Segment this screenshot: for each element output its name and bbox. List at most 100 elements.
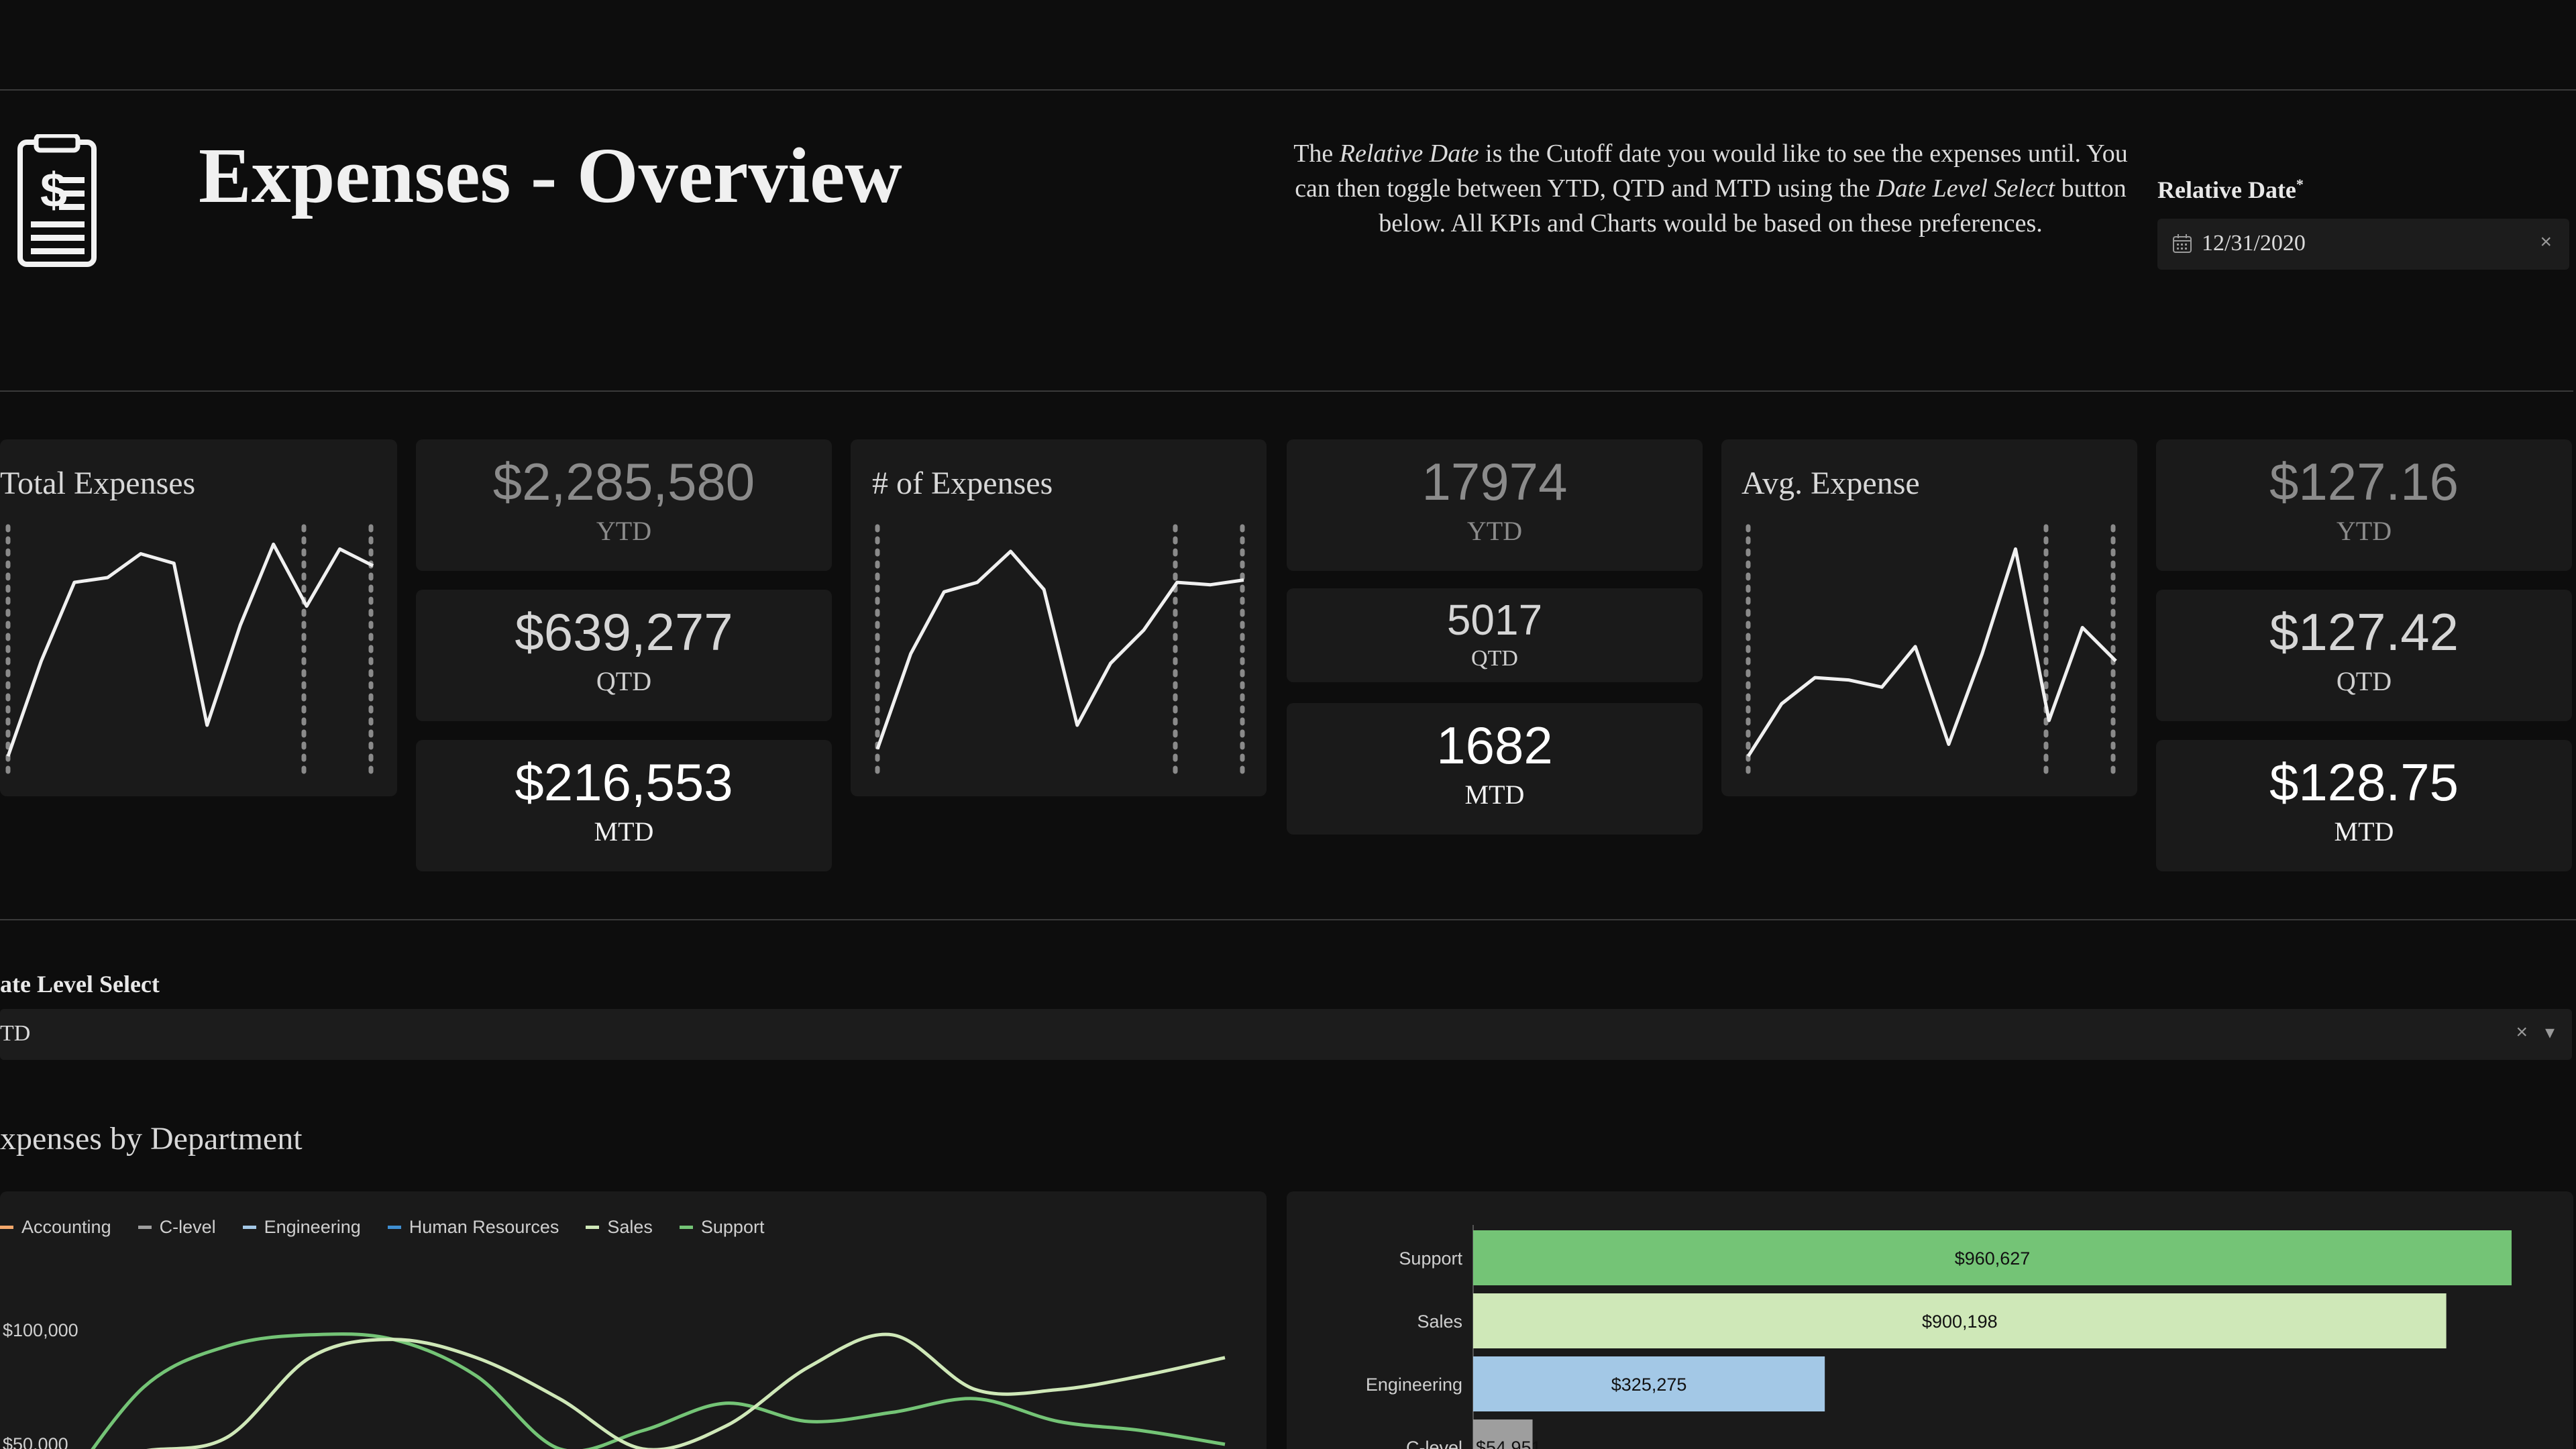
top-divider bbox=[0, 89, 2576, 91]
legend-label: Human Resources bbox=[409, 1217, 559, 1237]
kpi-value: 17974 bbox=[1421, 452, 1568, 511]
legend-item[interactable]: Support bbox=[679, 1217, 765, 1238]
date-level-value: TD bbox=[0, 1021, 31, 1046]
department-line-chart: $100,000 $50,000 bbox=[3, 1320, 1226, 1449]
kpi-value: $639,277 bbox=[515, 602, 733, 661]
relative-date-value: 12/31/2020 bbox=[2202, 231, 2306, 256]
legend-item[interactable]: Engineering bbox=[242, 1217, 361, 1238]
category-label: Sales bbox=[1417, 1311, 1462, 1332]
chart-legend: Accounting C-level Engineering Human Resour… bbox=[0, 1217, 791, 1238]
relative-date-description: The Relative Date is the Cutoff date you… bbox=[1281, 136, 2140, 241]
kpi-period: YTD bbox=[596, 516, 652, 546]
legend-label: Sales bbox=[607, 1217, 653, 1237]
num-expenses-spark-panel: # of Expenses bbox=[851, 439, 1267, 796]
total-expenses-spark-panel: Total Expenses bbox=[0, 439, 397, 796]
category-label: C-level bbox=[1406, 1438, 1462, 1449]
sparkline-series bbox=[1746, 547, 2117, 757]
series-line-support bbox=[91, 1332, 1226, 1449]
kpi-period: QTD bbox=[1471, 646, 1518, 671]
bar[interactable] bbox=[1473, 1293, 2447, 1348]
legend-swatch bbox=[586, 1226, 600, 1229]
description-text: The bbox=[1293, 140, 1340, 168]
kpi-period: QTD bbox=[2336, 666, 2392, 696]
description-emphasis: Relative Date bbox=[1339, 140, 1479, 168]
kpi-period: QTD bbox=[596, 666, 652, 696]
bar[interactable] bbox=[1473, 1356, 1825, 1411]
kpi-value: 5017 bbox=[1446, 596, 1543, 644]
department-bar-chart-panel: Support $960,627 Sales $900,198 Engineering $… bbox=[1287, 1191, 2573, 1449]
avg-expense-mtd-card: $128.75 MTD bbox=[2156, 740, 2572, 871]
data-label: $900,198 bbox=[1922, 1311, 1998, 1332]
calendar-icon bbox=[2172, 233, 2192, 257]
kpi-period: YTD bbox=[2336, 516, 2392, 546]
total-expenses-sparkline bbox=[5, 524, 374, 774]
avg-expense-spark-panel: Avg. Expense bbox=[1721, 439, 2137, 796]
legend-label: C-level bbox=[159, 1217, 216, 1237]
kpi-title: Total Expenses bbox=[0, 466, 196, 501]
num-expenses-mtd-card: 1682 MTD bbox=[1287, 703, 1703, 835]
legend-item[interactable]: Sales bbox=[586, 1217, 653, 1238]
document-icon: $ bbox=[16, 133, 98, 268]
required-mark: * bbox=[2296, 176, 2304, 193]
kpi-title: Avg. Expense bbox=[1741, 466, 1920, 501]
data-label: $54,951 bbox=[1476, 1438, 1542, 1449]
kpi-value: $128.75 bbox=[2269, 753, 2459, 812]
legend-label: Accounting bbox=[21, 1217, 111, 1237]
legend-label: Support bbox=[700, 1217, 765, 1237]
department-bar-chart: Support $960,627 Sales $900,198 Engineering $… bbox=[1366, 1225, 2512, 1449]
num-expenses-ytd-card: 17974 YTD bbox=[1287, 439, 1703, 571]
legend-item[interactable]: Human Resources bbox=[387, 1217, 559, 1238]
kpi-title: # of Expenses bbox=[872, 466, 1053, 501]
description-text: is the Cutoff date you would like to see… bbox=[1295, 140, 2128, 203]
kpi-value: $127.42 bbox=[2269, 602, 2459, 661]
num-expenses-qtd-card: 5017 QTD bbox=[1287, 588, 1703, 682]
legend-item[interactable]: C-level bbox=[138, 1217, 216, 1238]
sparkline-series bbox=[875, 549, 1244, 750]
section-title: xpenses by Department bbox=[0, 1121, 303, 1157]
legend-item[interactable]: Accounting bbox=[0, 1217, 111, 1238]
legend-swatch bbox=[387, 1226, 401, 1229]
total-expenses-mtd-card: $216,553 MTD bbox=[416, 740, 832, 871]
kpi-value: $127.16 bbox=[2269, 452, 2459, 511]
data-label: $960,627 bbox=[1955, 1248, 2031, 1269]
sparkline-series bbox=[6, 542, 374, 757]
page-title: Expenses - Overview bbox=[199, 131, 902, 219]
clear-selection-icon[interactable]: × bbox=[2516, 1021, 2528, 1043]
avg-expense-qtd-card: $127.42 QTD bbox=[2156, 590, 2572, 721]
department-line-chart-panel: Accounting C-level Engineering Human Resour… bbox=[0, 1191, 1267, 1449]
kpi-period: YTD bbox=[1466, 516, 1523, 546]
num-expenses-sparkline bbox=[875, 524, 1245, 774]
description-emphasis: Date Level Select bbox=[1876, 174, 2055, 203]
total-expenses-qtd-card: $639,277 QTD bbox=[416, 590, 832, 721]
category-label: Support bbox=[1399, 1248, 1462, 1269]
kpi-value: $2,285,580 bbox=[492, 452, 755, 511]
legend-swatch bbox=[242, 1226, 256, 1229]
legend-label: Engineering bbox=[264, 1217, 361, 1237]
kpi-period: MTD bbox=[2334, 816, 2394, 847]
legend-swatch bbox=[0, 1226, 13, 1229]
date-level-label: ate Level Select bbox=[0, 971, 160, 998]
chevron-down-icon[interactable]: ▾ bbox=[2544, 1022, 2555, 1042]
avg-expense-sparkline bbox=[1746, 524, 2117, 774]
y-tick-label: $100,000 bbox=[3, 1320, 78, 1340]
relative-date-picker[interactable]: 12/31/2020 × bbox=[2157, 219, 2569, 270]
clear-date-icon[interactable]: × bbox=[2540, 231, 2552, 253]
kpi-value: $216,553 bbox=[515, 753, 733, 812]
y-tick-label: $50,000 bbox=[3, 1434, 68, 1449]
kpi-divider bbox=[0, 919, 2576, 920]
total-expenses-ytd-card: $2,285,580 YTD bbox=[416, 439, 832, 571]
relative-date-label: Relative Date* bbox=[2157, 176, 2304, 203]
avg-expense-ytd-card: $127.16 YTD bbox=[2156, 439, 2572, 571]
description-text: button below. All KPIs and Charts would … bbox=[1379, 174, 2127, 237]
category-label: Engineering bbox=[1366, 1375, 1462, 1395]
legend-swatch bbox=[679, 1226, 693, 1229]
kpi-value: 1682 bbox=[1436, 716, 1553, 775]
date-level-select[interactable]: TD × ▾ bbox=[0, 1009, 2572, 1060]
kpi-period: MTD bbox=[1464, 780, 1525, 810]
legend-swatch bbox=[138, 1226, 152, 1229]
bar[interactable] bbox=[1473, 1230, 2512, 1285]
kpi-period: MTD bbox=[594, 816, 654, 847]
bar[interactable] bbox=[1473, 1419, 1533, 1449]
header-divider bbox=[0, 390, 2573, 392]
data-label: $325,275 bbox=[1611, 1375, 1687, 1395]
